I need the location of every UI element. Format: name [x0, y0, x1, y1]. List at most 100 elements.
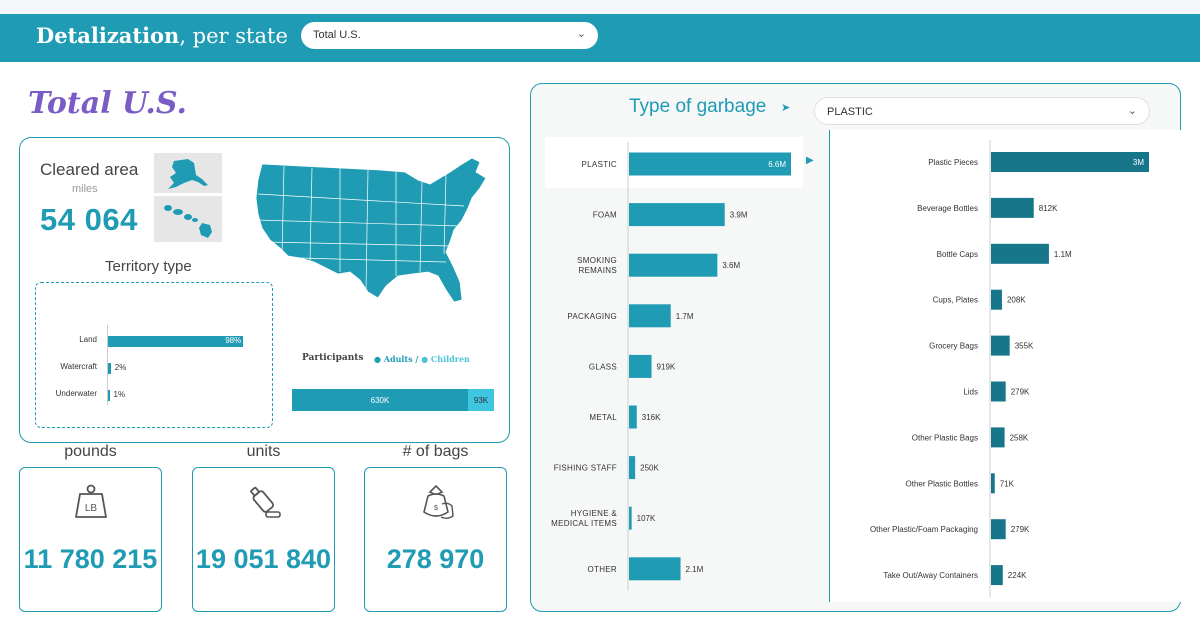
garbage-type-title: Type of garbage [629, 96, 767, 117]
state-dropdown[interactable]: Total U.S. ⌄ [301, 22, 598, 49]
chart-category-label: PLASTIC [582, 160, 617, 169]
chart-bar[interactable] [991, 152, 1149, 172]
chart-category-label: Other Plastic Bottles [906, 479, 978, 488]
kpi-label-bags: # of bags [402, 443, 469, 460]
territory-row: Underwater 1% [36, 389, 274, 403]
chart-bar[interactable] [991, 519, 1006, 540]
cleared-area-label: Cleared area [40, 160, 139, 179]
territory-type-chart: Land 98% Watercraft 2% Underwater 1% [35, 282, 273, 428]
hawaii-inset-map[interactable] [154, 196, 222, 242]
chart-category-label: MEDICAL ITEMS [551, 519, 617, 528]
chart-value-label: 208K [1007, 296, 1026, 305]
chart-category-label: HYGIENE & [571, 509, 618, 518]
chart-category-label: FISHING STAFF [554, 464, 617, 473]
chart-category-label: GLASS [589, 362, 617, 371]
cleared-area-unit: miles [72, 183, 98, 195]
chart-category-label: Bottle Caps [937, 250, 978, 259]
chart-value-label: 316K [642, 413, 661, 422]
trash-bags-icon: $ [422, 484, 454, 519]
kpi-card-units: 19 051 840 [192, 467, 335, 612]
chart-category-label: Take Out/Away Containers [883, 571, 978, 580]
chart-value-label: 250K [640, 464, 659, 473]
chart-value-label: 355K [1015, 342, 1034, 351]
lb-weight-icon: LB [74, 484, 107, 518]
plastic-subtype-chart: Plastic Pieces 3M Beverage Bottles 812K Bott… [870, 140, 1149, 598]
kpi-value-bags: 278 970 [386, 544, 485, 574]
chart-value-label: 279K [1011, 525, 1030, 534]
chart-value-label: 71K [1000, 479, 1015, 488]
territory-value: 1% [113, 390, 126, 399]
chart-category-label: OTHER [588, 565, 618, 574]
garbage-type-dropdown[interactable]: PLASTIC ⌄ [814, 97, 1150, 125]
chart-bar[interactable] [991, 381, 1006, 402]
chart-bar[interactable] [629, 557, 681, 581]
territory-type-title: Territory type [105, 258, 192, 275]
territory-label: Underwater [55, 389, 97, 398]
chart-value-label: 3.6M [722, 261, 740, 270]
territory-value: 2% [114, 363, 127, 372]
chart-bar[interactable] [629, 203, 725, 227]
chart-value-label: 3M [1133, 158, 1144, 167]
caret-right-icon: ➤ [781, 102, 791, 114]
chart-value-label: 3.9M [730, 211, 748, 220]
chart-bar[interactable] [629, 456, 636, 480]
chart-category-label: Plastic Pieces [928, 158, 978, 167]
chart-category-label: Other Plastic/Foam Packaging [870, 525, 978, 534]
chart-category-label: PACKAGING [567, 312, 617, 321]
state-dropdown-value: Total U.S. [313, 29, 361, 41]
chart-value-label: 224K [1008, 571, 1027, 580]
territory-label: Watercraft [60, 362, 97, 371]
header-title: Detalization, per state [36, 23, 288, 48]
territory-bar [108, 390, 110, 401]
chart-category-label: REMAINS [578, 266, 617, 275]
territory-bar [108, 363, 111, 374]
chart-bar[interactable] [991, 335, 1010, 356]
chart-bar[interactable] [991, 427, 1005, 448]
legend-adults: ● Adults [374, 354, 413, 364]
territory-label: Land [79, 335, 97, 344]
chart-bar[interactable] [991, 243, 1049, 264]
chart-bar[interactable] [629, 405, 637, 429]
territory-value: 98% [225, 336, 242, 345]
kpi-label-units: units [246, 443, 281, 460]
chart-bar[interactable] [629, 152, 791, 176]
participants-bar: 630K 93K [292, 389, 494, 411]
alaska-inset-map[interactable] [154, 153, 222, 193]
chart-bar[interactable] [629, 304, 671, 328]
cleared-area-value: 54 064 [40, 202, 138, 237]
chart-bar[interactable] [991, 473, 995, 494]
svg-text:LB: LB [84, 503, 97, 514]
chart-category-label: SMOKING [577, 256, 617, 265]
territory-bar [108, 336, 244, 347]
chart-value-label: 258K [1010, 433, 1029, 442]
chart-value-label: 1.1M [1054, 250, 1072, 259]
legend-children: ● Children [421, 354, 470, 364]
chart-value-label: 6.6M [768, 160, 786, 169]
bottle-icon [249, 486, 281, 518]
chart-bar[interactable] [991, 197, 1034, 218]
plastic-subtype-panel: Plastic Pieces 3M Beverage Bottles 812K Bott… [829, 130, 1181, 602]
chart-bar[interactable] [991, 565, 1003, 586]
us-states-map[interactable] [240, 150, 500, 310]
chart-category-label: Beverage Bottles [917, 204, 978, 213]
page-title: Total U.S. [28, 86, 187, 121]
territory-row: Land 98% [36, 335, 274, 349]
kpi-value-units: 19 051 840 [195, 544, 332, 574]
chart-category-label: Grocery Bags [929, 342, 978, 351]
participants-legend: ● Adults / ● Children [374, 354, 470, 364]
chart-value-label: 107K [637, 514, 656, 523]
chart-bar[interactable] [629, 253, 718, 277]
chart-value-label: 279K [1011, 388, 1030, 397]
chart-category-label: Cups, Plates [933, 296, 978, 305]
chart-bar[interactable] [991, 289, 1002, 310]
garbage-type-dropdown-value: PLASTIC [827, 106, 873, 118]
chart-category-label: FOAM [593, 211, 617, 220]
chart-bar[interactable] [629, 354, 652, 378]
selected-pointer-icon: ▶ [806, 155, 814, 166]
participants-adults-segment: 630K [292, 389, 469, 411]
children-count: 93K [473, 395, 489, 405]
chart-bar[interactable] [629, 506, 632, 530]
header-bar: Detalization, per state Total U.S. ⌄ [0, 14, 1200, 62]
chart-value-label: 2.1M [686, 565, 704, 574]
